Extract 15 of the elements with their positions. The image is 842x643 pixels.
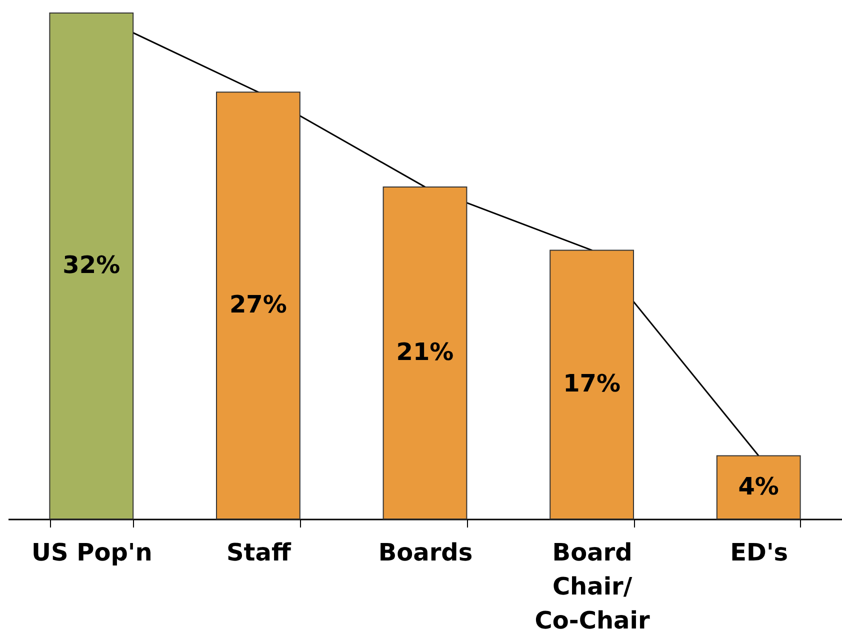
- data-label: 21%: [396, 338, 454, 366]
- data-label: 4%: [738, 472, 779, 500]
- data-label: 27%: [229, 290, 287, 319]
- data-label: 17%: [563, 370, 621, 398]
- bar: [716, 455, 801, 520]
- bar: [382, 186, 468, 520]
- x-tick-label: ED's: [730, 538, 788, 566]
- bar: [49, 12, 134, 520]
- x-tick-label: Staff: [226, 538, 292, 566]
- x-tick-label: Boards: [378, 538, 473, 566]
- x-tick-label: US Pop'n: [31, 538, 152, 566]
- data-label: 32%: [62, 251, 120, 279]
- x-tick-label: Board Chair/ Co-Chair: [534, 538, 650, 634]
- bar: [550, 250, 634, 520]
- bar: [216, 92, 300, 520]
